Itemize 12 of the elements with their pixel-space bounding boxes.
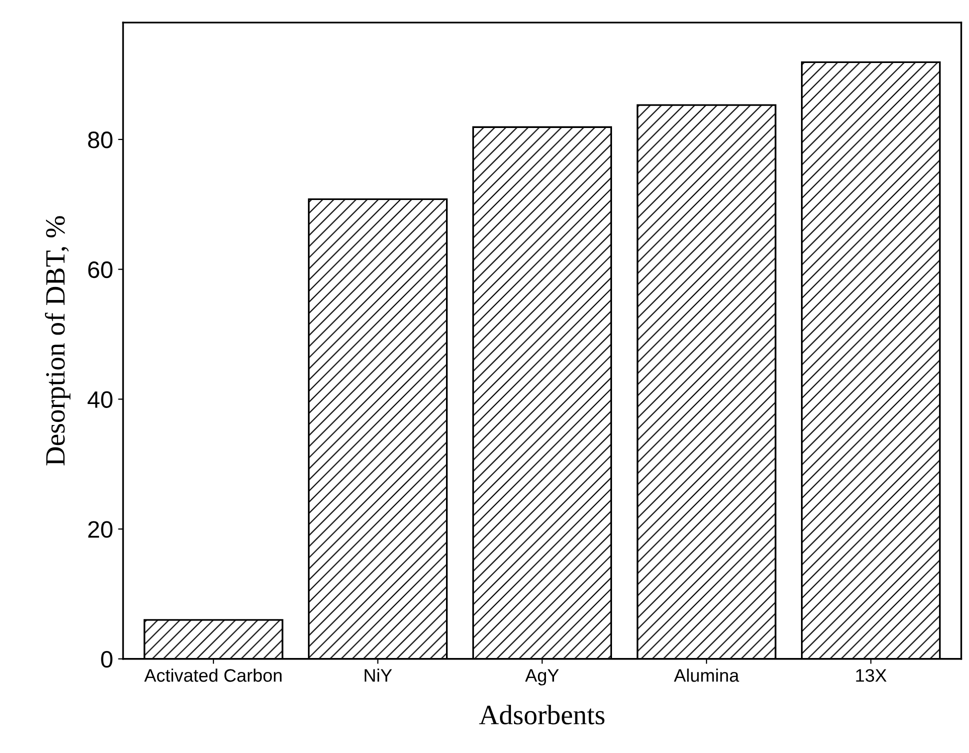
x-tick-label: Activated Carbon <box>144 668 282 682</box>
x-tick-label: 13X <box>856 669 887 682</box>
x-tick-label: NiY <box>364 668 392 682</box>
y-tick-label: 80 <box>88 132 112 148</box>
x-tick-label: AgY <box>525 669 559 686</box>
x-tick-label: Alumina <box>674 668 740 682</box>
x-axis-title: Adsorbents <box>479 704 604 724</box>
y-axis-title: Desorption of DBT, % <box>44 216 70 466</box>
y-tick-label: 0 <box>101 650 112 668</box>
y-tick-label: 40 <box>88 391 112 408</box>
y-tick-label: 60 <box>88 261 112 278</box>
y-tick-label: 20 <box>88 521 112 538</box>
